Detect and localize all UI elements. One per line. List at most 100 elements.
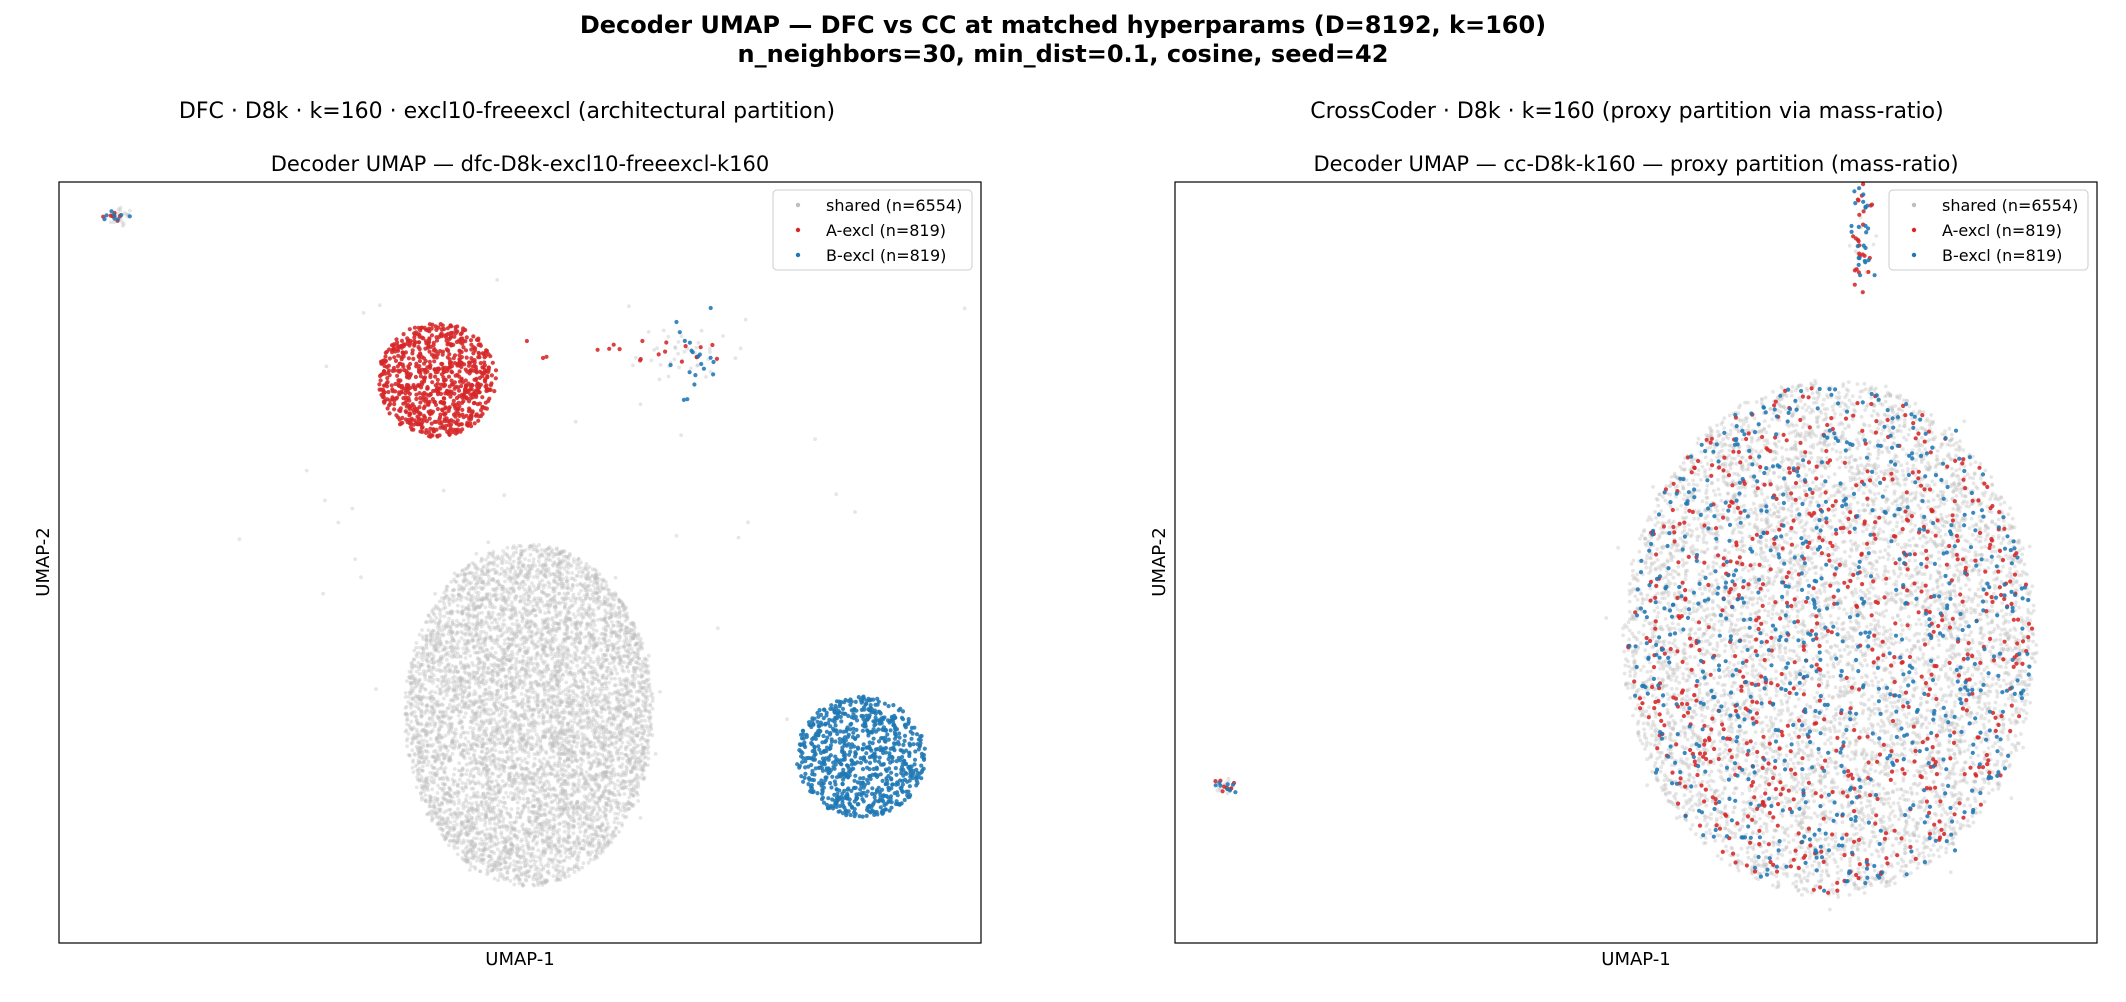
scatter-point-shared	[569, 604, 574, 608]
scatter-point-shared	[619, 821, 624, 826]
scatter-point-shared	[508, 653, 513, 657]
scatter-point-shared	[509, 586, 513, 591]
scatter-point-shared	[554, 853, 558, 857]
scatter-point-shared	[427, 811, 432, 815]
scatter-point-shared	[490, 691, 495, 696]
scatter-point-shared	[480, 649, 485, 654]
scatter-point-shared	[489, 844, 494, 849]
scatter-point-shared	[545, 719, 550, 724]
scatter-point-shared	[551, 587, 556, 591]
scatter-point-shared	[641, 748, 646, 752]
scatter-point-shared	[628, 802, 633, 807]
scatter-point-shared	[521, 860, 526, 865]
scatter-point-shared	[538, 708, 543, 712]
scatter-point-shared	[582, 833, 587, 838]
scatter-point-shared	[430, 816, 435, 821]
scatter-point-shared	[541, 766, 546, 771]
scatter-point-shared	[592, 807, 597, 812]
scatter-point-shared	[433, 591, 437, 596]
scatter-point-shared	[620, 823, 624, 828]
scatter-point-shared	[456, 621, 461, 626]
scatter-point-shared	[445, 682, 450, 687]
scatter-point-shared	[457, 676, 462, 681]
scatter-point-shared	[495, 638, 499, 643]
scatter-point-shared	[488, 821, 492, 826]
scatter-point-shared	[437, 663, 441, 667]
scatter-point-shared	[607, 840, 611, 845]
scatter-point-shared	[532, 696, 536, 700]
scatter-point-shared	[611, 793, 616, 797]
scatter-point-shared	[414, 645, 419, 650]
scatter-point-shared	[455, 618, 459, 623]
scatter-point-shared	[409, 726, 414, 731]
scatter-point-shared	[550, 615, 555, 620]
scatter-point-shared	[495, 837, 500, 841]
scatter-point-shared	[548, 818, 552, 823]
scatter-point-shared	[556, 877, 561, 882]
scatter-point-shared	[641, 693, 646, 697]
scatter-point-shared	[614, 707, 618, 711]
scatter-point-shared	[617, 605, 622, 610]
scatter-point-shared	[468, 822, 473, 827]
left-axes-title: Decoder UMAP — dfc-D8k-excl10-freeexcl-k…	[271, 152, 770, 176]
scatter-point-shared	[557, 600, 561, 605]
scatter-point-shared	[639, 672, 644, 677]
scatter-point-shared	[575, 664, 580, 668]
scatter-point-shared	[640, 646, 645, 651]
scatter-point-shared	[453, 665, 458, 670]
scatter-point-shared	[535, 707, 539, 711]
scatter-point-shared	[425, 638, 429, 643]
scatter-point-shared	[524, 778, 528, 783]
scatter-point-shared	[555, 877, 560, 882]
scatter-point-shared	[564, 579, 569, 584]
scatter-point-shared	[484, 615, 489, 620]
scatter-point-shared	[511, 559, 516, 564]
scatter-point-shared	[492, 834, 497, 839]
scatter-point-shared	[497, 820, 502, 824]
scatter-point-shared	[584, 576, 588, 581]
scatter-point-shared	[525, 862, 530, 867]
scatter-point-shared	[525, 776, 530, 781]
scatter-point-shared	[594, 572, 598, 577]
scatter-point-shared	[510, 616, 515, 620]
scatter-point-shared	[553, 608, 558, 613]
scatter-point-shared	[510, 546, 515, 550]
scatter-point-shared	[508, 820, 513, 825]
scatter-point-shared	[575, 583, 580, 587]
scatter-point-shared	[460, 768, 465, 773]
scatter-point-shared	[491, 610, 495, 615]
scatter-point-shared	[495, 868, 500, 872]
scatter-point-shared	[472, 865, 477, 869]
scatter-point-shared	[581, 861, 586, 866]
scatter-point-shared	[417, 754, 421, 759]
scatter-point-shared	[550, 656, 555, 661]
scatter-point-shared	[538, 563, 542, 567]
scatter-point-shared	[454, 580, 459, 584]
scatter-point-shared	[525, 609, 529, 613]
scatter-point-shared	[591, 660, 596, 664]
scatter-point-shared	[527, 819, 532, 823]
scatter-point-shared	[464, 793, 469, 798]
scatter-point-shared	[538, 580, 542, 584]
scatter-point-shared	[522, 785, 527, 790]
scatter-point-shared	[588, 579, 593, 583]
scatter-point-shared	[543, 611, 547, 616]
scatter-point-shared	[507, 765, 512, 770]
scatter-point-shared	[443, 766, 448, 770]
scatter-point-shared	[564, 782, 568, 786]
scatter-point-shared	[610, 671, 614, 676]
scatter-point-shared	[623, 745, 628, 750]
scatter-point-shared	[585, 680, 590, 684]
scatter-point-shared	[543, 749, 548, 754]
scatter-point-shared	[519, 811, 524, 815]
scatter-point-shared	[545, 625, 550, 629]
scatter-point-shared	[425, 812, 429, 817]
scatter-point-shared	[604, 653, 608, 658]
scatter-point-shared	[590, 811, 594, 816]
scatter-point-shared	[604, 834, 609, 839]
scatter-point-shared	[497, 667, 502, 672]
scatter-point-shared	[499, 855, 503, 860]
scatter-point-shared	[574, 693, 578, 697]
scatter-point-shared	[442, 590, 447, 595]
scatter-point-shared	[601, 822, 605, 827]
